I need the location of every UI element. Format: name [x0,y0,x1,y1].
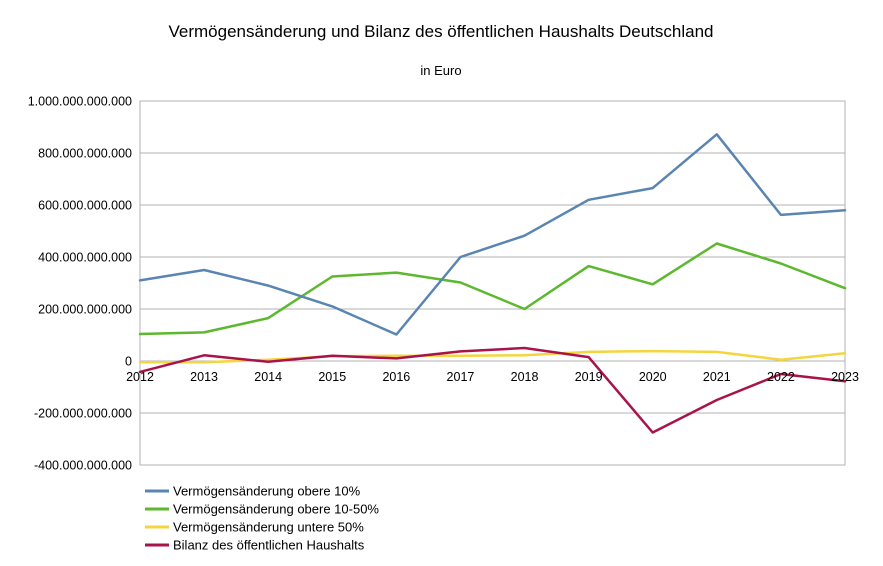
series-lines [138,133,847,434]
x-axis: 2012 2013 2014 2015 2016 2017 2018 2019 2020 2021… [126,370,859,384]
x-tick-label: 2023 [831,370,859,384]
y-tick-label: 0 [125,355,132,369]
chart-title: Vermögensänderung und Bilanz des öffentl… [169,22,714,41]
legend-item: Bilanz des öffentlichen Haushalts [145,538,365,553]
legend-label: Vermögensänderung obere 10-50% [173,502,379,517]
y-axis: 1.000.000.000.000 800.000.000.000 600.000.… [28,95,132,473]
legend-item: Vermögensänderung untere 50% [145,520,364,535]
y-tick-label: -400.000.000.000 [34,459,132,473]
series-line-1 [138,242,847,336]
x-tick-label: 2013 [190,370,218,384]
series-line-0 [138,133,847,336]
legend-label: Vermögensänderung obere 10% [173,484,361,499]
y-tick-label: -200.000.000.000 [34,407,132,421]
x-tick-label: 2015 [318,370,346,384]
x-tick-label: 2022 [767,370,795,384]
y-tick-label: 200.000.000.000 [38,303,132,317]
legend-item: Vermögensänderung obere 10-50% [145,502,379,517]
plot-area-border [139,100,846,466]
x-tick-label: 2021 [703,370,731,384]
x-tick-label: 2019 [575,370,603,384]
y-tick-label: 400.000.000.000 [38,251,132,265]
x-tick-label: 2020 [639,370,667,384]
series-line-3 [138,346,847,434]
y-tick-label: 1.000.000.000.000 [28,95,132,109]
x-tick-label: 2016 [382,370,410,384]
legend-item: Vermögensänderung obere 10% [145,484,361,499]
legend-label: Vermögensänderung untere 50% [173,520,364,535]
x-tick-label: 2012 [126,370,154,384]
legend: Vermögensänderung obere 10% Vermögensände… [145,484,379,553]
legend-label: Bilanz des öffentlichen Haushalts [173,538,365,553]
chart-subtitle: in Euro [420,63,461,78]
gridlines [140,100,845,466]
x-tick-label: 2017 [447,370,475,384]
x-tick-label: 2014 [254,370,282,384]
y-tick-label: 800.000.000.000 [38,147,132,161]
x-tick-label: 2018 [511,370,539,384]
y-tick-label: 600.000.000.000 [38,199,132,213]
